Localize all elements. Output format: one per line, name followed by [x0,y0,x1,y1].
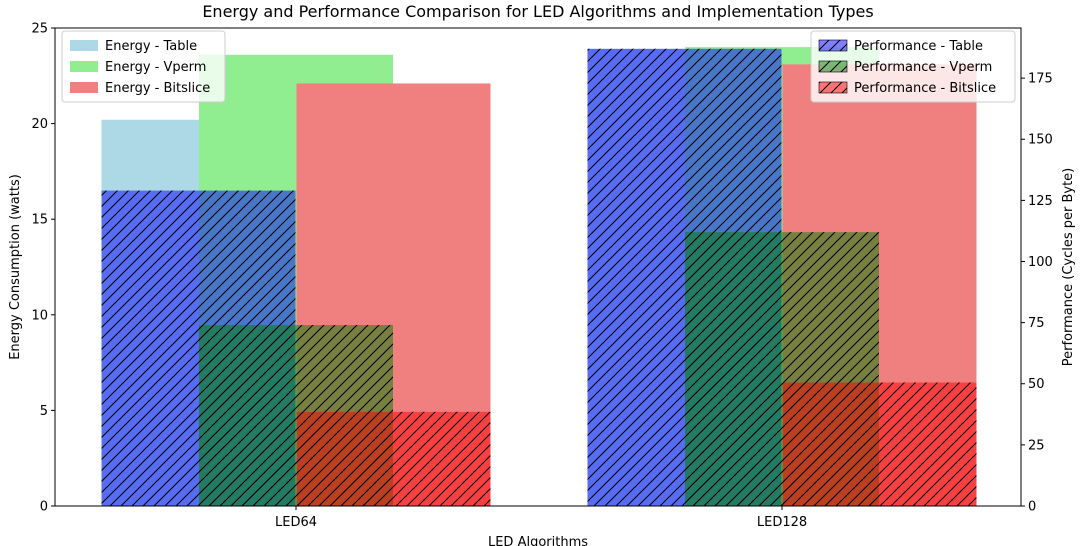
legend-frame [810,30,1016,103]
x-axis-ticks: LED64 LED128 [275,506,807,530]
left-tick-label: 5 [40,404,48,419]
right-tick-label: 175 [1028,72,1053,87]
legend-item-performance-bitslice: Performance - Bitslice [818,81,996,96]
right-tick-label: 100 [1028,255,1053,270]
legend-swatch [70,40,98,51]
right-tick-label: 0 [1028,500,1036,515]
left-tick-label: 10 [31,308,48,323]
bar-performance-bitslice-led128 [782,382,977,506]
x-axis-label: LED Algorithms [488,535,588,546]
left-tick-label: 0 [40,500,48,515]
legend-label: Performance - Vperm [854,60,992,75]
legend-item-performance-table: Performance - Table [818,39,983,54]
legend-label: Energy - Bitslice [105,81,210,96]
left-tick-label: 15 [31,213,48,228]
legend-label: Performance - Bitslice [854,81,996,96]
right-tick-label: 150 [1028,133,1053,148]
legend-frame [61,30,226,103]
x-tick-label-led64: LED64 [275,515,317,530]
legend-swatch [70,82,98,93]
legend-item-performance-vperm: Performance - Vperm [818,60,992,75]
x-tick-label-led128: LED128 [757,515,807,530]
legend-label: Performance - Table [854,39,983,54]
right-tick-label: 25 [1028,438,1045,453]
legend-item-energy-bitslice: Energy - Bitslice [70,81,210,96]
right-axis-label: Performance (Cycles per Byte) [1061,168,1076,367]
left-axis-ticks: 0 5 10 15 20 25 [31,22,55,515]
performance-legend: Performance - Table Performance - Vperm Pe… [810,30,1016,103]
left-tick-label: 25 [31,22,48,37]
legend-item-energy-table: Energy - Table [70,39,197,54]
bar-performance-bitslice-led64 [296,411,491,506]
right-tick-label: 75 [1028,316,1045,331]
right-tick-label: 50 [1028,377,1045,392]
legend-label: Energy - Vperm [105,60,206,75]
energy-legend: Energy - Table Energy - Vperm Energy - Bit… [61,30,226,103]
right-tick-label: 125 [1028,194,1053,209]
plot-frame [54,27,1022,507]
performance-bars [101,48,977,506]
right-axis-ticks: 0 25 50 75 100 125 150 175 [1021,72,1053,515]
legend-label: Energy - Table [105,39,197,54]
legend-item-energy-vperm: Energy - Vperm [70,60,206,75]
legend-swatch [70,61,98,72]
chart-title: Energy and Performance Comparison for LE… [202,2,873,21]
left-axis-label: Energy Consumption (watts) [8,174,23,360]
left-tick-label: 20 [31,117,48,132]
